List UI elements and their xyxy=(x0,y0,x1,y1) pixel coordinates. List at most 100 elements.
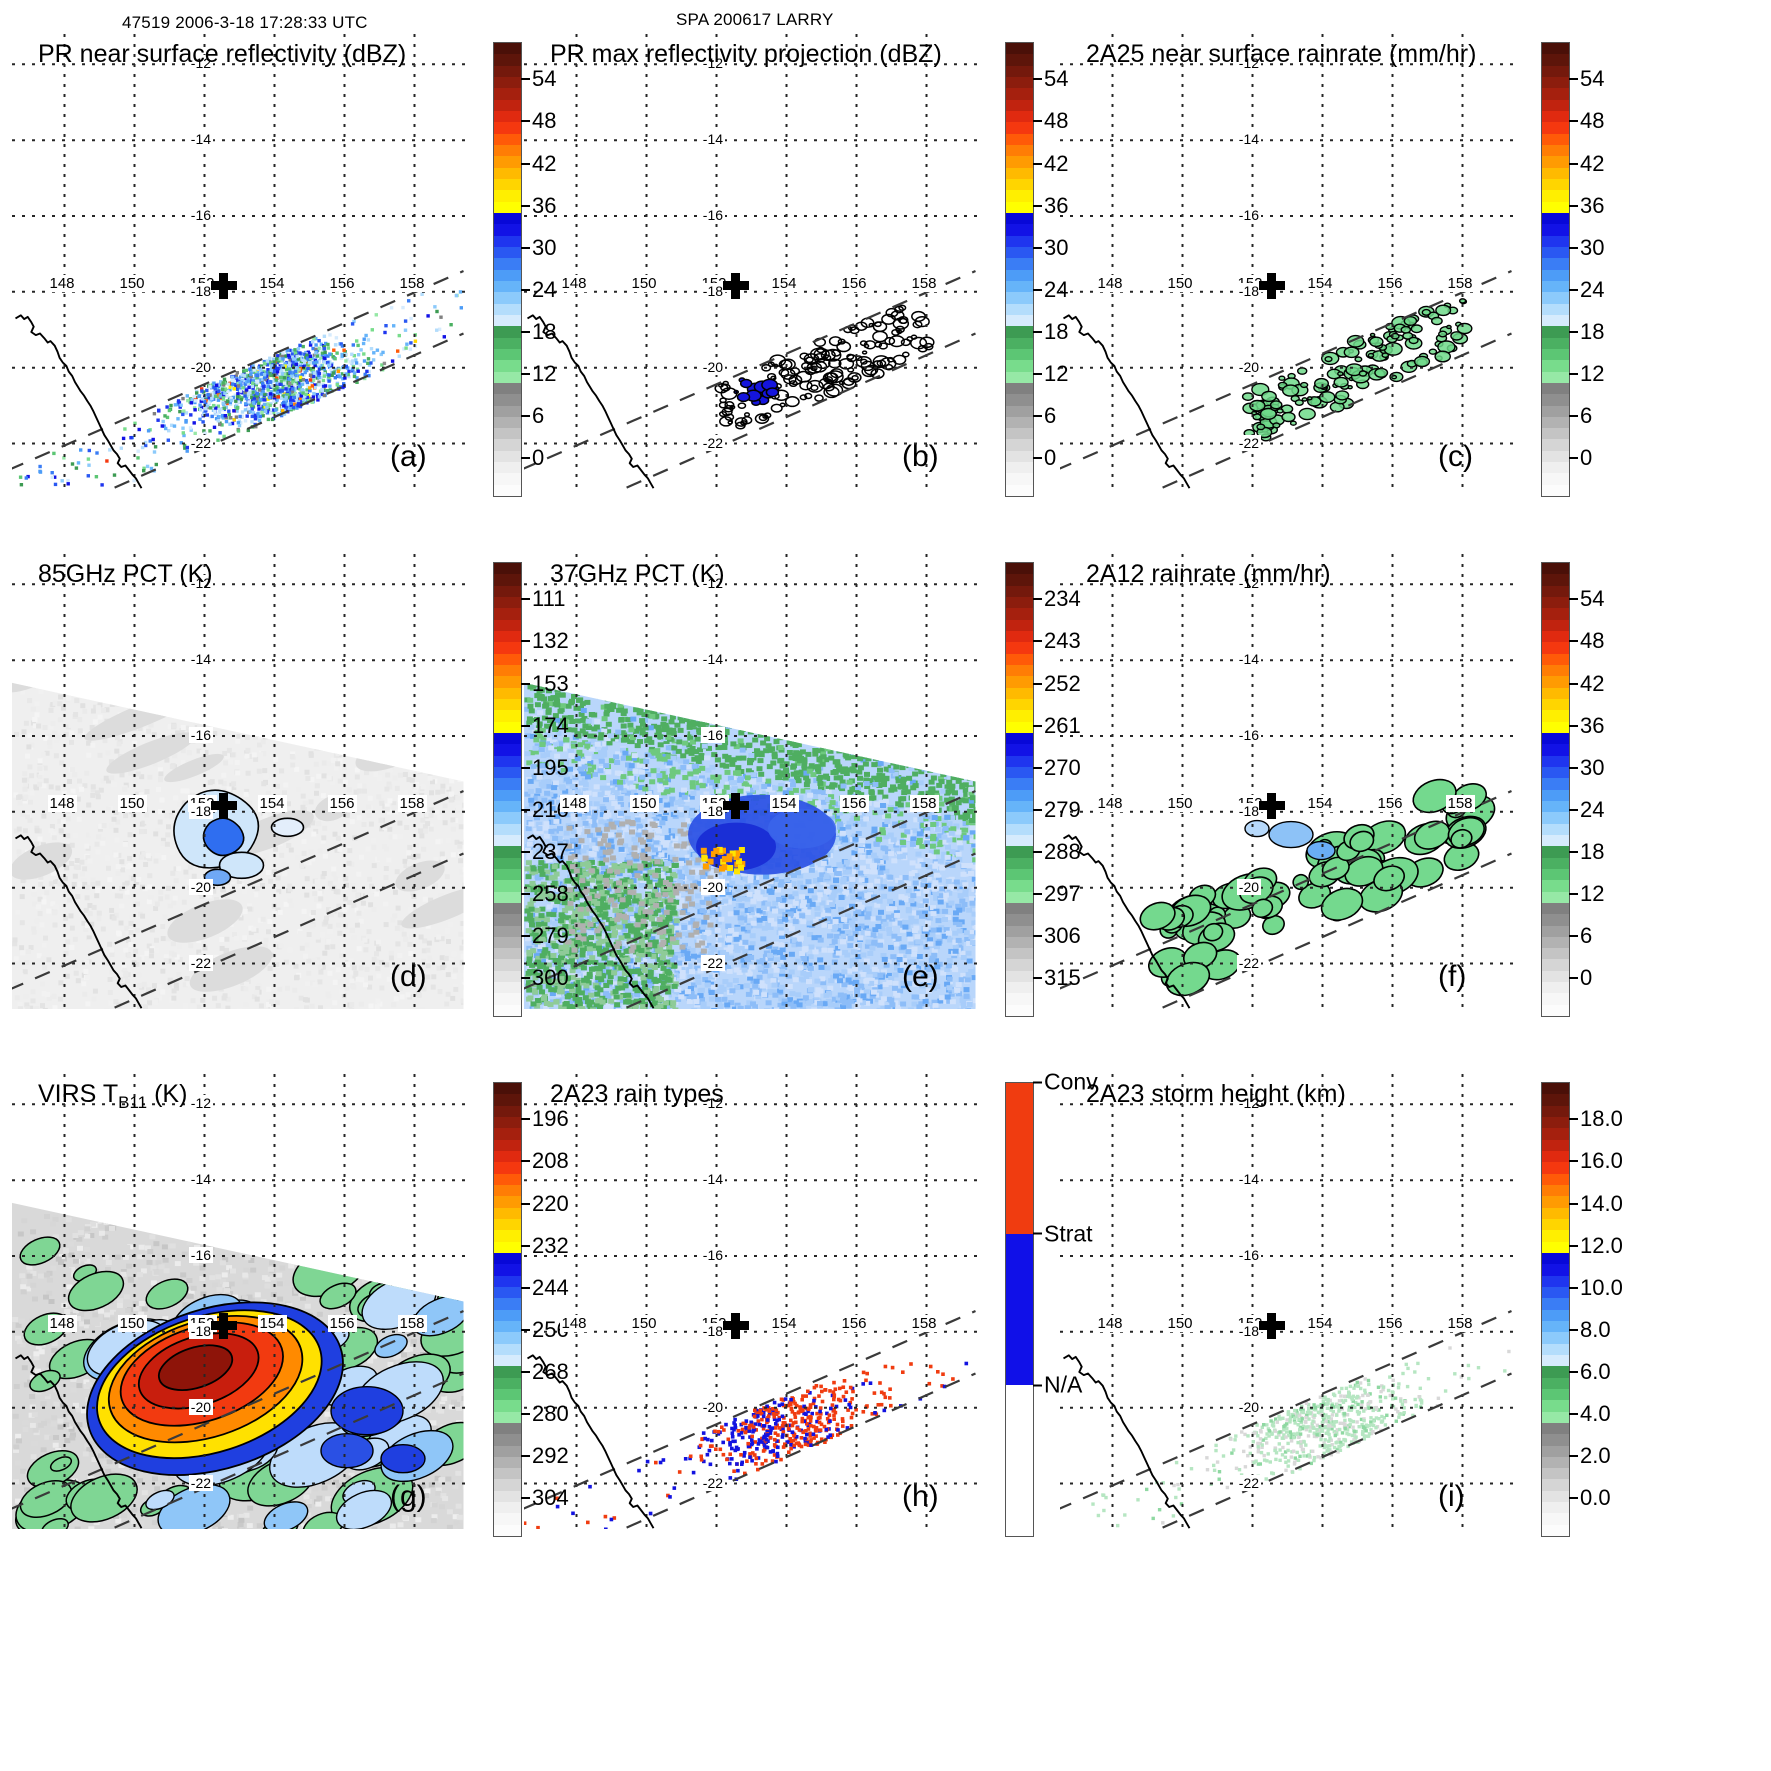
lat-tick-h--18: -18 xyxy=(700,1322,726,1339)
lat-tick-c--14: -14 xyxy=(1236,131,1262,148)
lon-tick-c-150: 150 xyxy=(1165,274,1195,292)
colorbar-tick-a-2: 42 xyxy=(532,150,557,176)
lat-tick-g--22: -22 xyxy=(188,1474,214,1491)
lat-tick-b--22: -22 xyxy=(700,434,726,451)
lon-tick-g-148: 148 xyxy=(47,1314,77,1332)
colorbar-tick-h-1: Strat xyxy=(1044,1220,1093,1247)
colorbar-tick-g-4: 244 xyxy=(532,1274,569,1300)
lon-tick-e-148: 148 xyxy=(559,794,589,812)
lon-tick-e-158: 158 xyxy=(909,794,939,812)
colorbar-tick-e-2: 252 xyxy=(1044,670,1081,696)
colorbar-tick-e-9: 315 xyxy=(1044,965,1081,991)
lon-tick-f-154: 154 xyxy=(1305,794,1335,812)
lat-tick-h--14: -14 xyxy=(700,1171,726,1188)
colorbar-tick-i-6: 6.0 xyxy=(1580,1359,1611,1384)
lat-tick-i--16: -16 xyxy=(1236,1247,1262,1263)
lat-tick-d--12: -12 xyxy=(188,575,214,592)
lon-tick-h-158: 158 xyxy=(909,1314,939,1332)
colorbar-tick-e-5: 279 xyxy=(1044,796,1081,822)
colorbar-ticks-e: 234 243 252 261 270 279 288 297 306 315 xyxy=(1034,562,1154,1017)
colorbar-g: 196 208 220 232 244 256 268 280 292 304 xyxy=(493,1082,569,1537)
colorbar-tick-a-0: 54 xyxy=(532,66,557,92)
panel-label-d: (d) xyxy=(390,960,427,993)
colorbar-tick-g-9: 304 xyxy=(532,1485,569,1511)
colorbar-ticks-d: 111 132 153 174 195 216 237 258 279 300 xyxy=(522,562,642,1017)
colorbar-tick-c-3: 36 xyxy=(1580,192,1605,218)
lon-tick-h-156: 156 xyxy=(839,1314,869,1332)
lat-tick-e--14: -14 xyxy=(700,651,726,668)
lat-tick-i--12: -12 xyxy=(1236,1095,1262,1112)
lat-tick-f--18: -18 xyxy=(1236,802,1262,819)
colorbar-tick-c-2: 42 xyxy=(1580,150,1605,176)
lat-tick-h--16: -16 xyxy=(700,1247,726,1263)
lat-tick-h--20: -20 xyxy=(700,1398,726,1415)
lat-tick-i--14: -14 xyxy=(1236,1171,1262,1188)
lon-tick-f-148: 148 xyxy=(1095,794,1125,812)
colorbar-tick-d-4: 195 xyxy=(532,754,569,780)
colorbar-tick-g-0: 196 xyxy=(532,1106,569,1132)
colorbar-tick-c-6: 18 xyxy=(1580,319,1605,344)
lat-tick-e--22: -22 xyxy=(700,954,726,971)
lat-tick-i--22: -22 xyxy=(1236,1474,1262,1491)
colorbar-ticks-i: 18.0 16.0 14.0 12.0 10.0 8.0 6.0 4.0 2.0 0.0 xyxy=(1570,1082,1690,1537)
lat-tick-d--22: -22 xyxy=(188,954,214,971)
colorbar-tick-b-3: 36 xyxy=(1044,192,1069,218)
colorbar-tick-f-5: 24 xyxy=(1580,796,1605,822)
colorbar-c: 54 48 42 36 30 24 18 12 6 0 xyxy=(1541,42,1604,497)
colorbar-tick-h-2: N/A xyxy=(1044,1371,1083,1398)
colorbar-tick-b-7: 12 xyxy=(1044,361,1069,387)
lon-tick-d-148: 148 xyxy=(47,794,77,812)
colorbar-tick-d-7: 258 xyxy=(532,881,569,907)
lon-tick-g-156: 156 xyxy=(327,1314,357,1332)
map-panel-d: 148150152154156158-12-14-16-18-20-22 xyxy=(12,554,467,1009)
colorbar-ticks-g: 196 208 220 232 244 256 268 280 292 304 xyxy=(522,1082,642,1537)
colorbar-tick-b-2: 42 xyxy=(1044,150,1069,176)
header-storm-id: SPA 200617 LARRY xyxy=(676,10,834,29)
colorbar-tick-a-5: 24 xyxy=(532,276,557,302)
colorbar-tick-b-6: 18 xyxy=(1044,319,1069,344)
colorbar-tick-g-1: 208 xyxy=(532,1148,569,1174)
lon-tick-b-148: 148 xyxy=(559,274,589,292)
lat-tick-f--12: -12 xyxy=(1236,575,1262,592)
lon-tick-c-154: 154 xyxy=(1305,274,1335,292)
panel-label-f: (f) xyxy=(1438,960,1467,993)
colorbar-tick-i-9: 0.0 xyxy=(1580,1485,1611,1511)
colorbar-tick-i-4: 10.0 xyxy=(1580,1274,1623,1300)
lon-tick-c-158: 158 xyxy=(1445,274,1475,292)
lat-tick-b--14: -14 xyxy=(700,131,726,148)
lon-tick-b-158: 158 xyxy=(909,274,939,292)
lat-tick-c--12: -12 xyxy=(1236,55,1262,72)
lon-tick-i-148: 148 xyxy=(1095,1314,1125,1332)
colorbar-gradient-h xyxy=(1005,1082,1034,1537)
lat-tick-g--14: -14 xyxy=(188,1171,214,1188)
colorbar-tick-f-1: 48 xyxy=(1580,628,1605,654)
colorbar-ticks-h: Conv Strat N/A xyxy=(1034,1069,1154,1537)
lat-tick-c--16: -16 xyxy=(1236,207,1262,223)
colorbar-tick-e-6: 288 xyxy=(1044,839,1081,864)
lat-tick-a--20: -20 xyxy=(188,358,214,375)
colorbar-gradient-e xyxy=(1005,562,1034,1017)
lat-tick-b--16: -16 xyxy=(700,207,726,223)
header-orbit-time: 47519 2006-3-18 17:28:33 UTC xyxy=(122,13,368,32)
colorbar-tick-b-8: 6 xyxy=(1044,403,1057,429)
colorbar-tick-i-0: 18.0 xyxy=(1580,1106,1623,1132)
colorbar-tick-h-0: Conv xyxy=(1044,1068,1098,1095)
lon-tick-f-150: 150 xyxy=(1165,794,1195,812)
colorbar-tick-g-3: 232 xyxy=(532,1232,569,1258)
colorbar-tick-g-2: 220 xyxy=(532,1190,569,1216)
lat-tick-d--20: -20 xyxy=(188,878,214,895)
lat-tick-b--12: -12 xyxy=(700,55,726,72)
lon-tick-d-150: 150 xyxy=(117,794,147,812)
colorbar-tick-a-6: 18 xyxy=(532,319,557,344)
lon-tick-h-150: 150 xyxy=(629,1314,659,1332)
colorbar-gradient-f xyxy=(1541,562,1570,1017)
lon-tick-i-158: 158 xyxy=(1445,1314,1475,1332)
colorbar-tick-i-7: 4.0 xyxy=(1580,1401,1611,1427)
lon-tick-a-156: 156 xyxy=(327,274,357,292)
colorbar-tick-d-1: 132 xyxy=(532,628,569,654)
colorbar-tick-g-8: 292 xyxy=(532,1443,569,1469)
colorbar-tick-e-4: 270 xyxy=(1044,754,1081,780)
panel-label-i: (i) xyxy=(1438,1480,1465,1513)
colorbar-tick-a-9: 0 xyxy=(532,445,545,471)
lat-tick-a--16: -16 xyxy=(188,207,214,223)
